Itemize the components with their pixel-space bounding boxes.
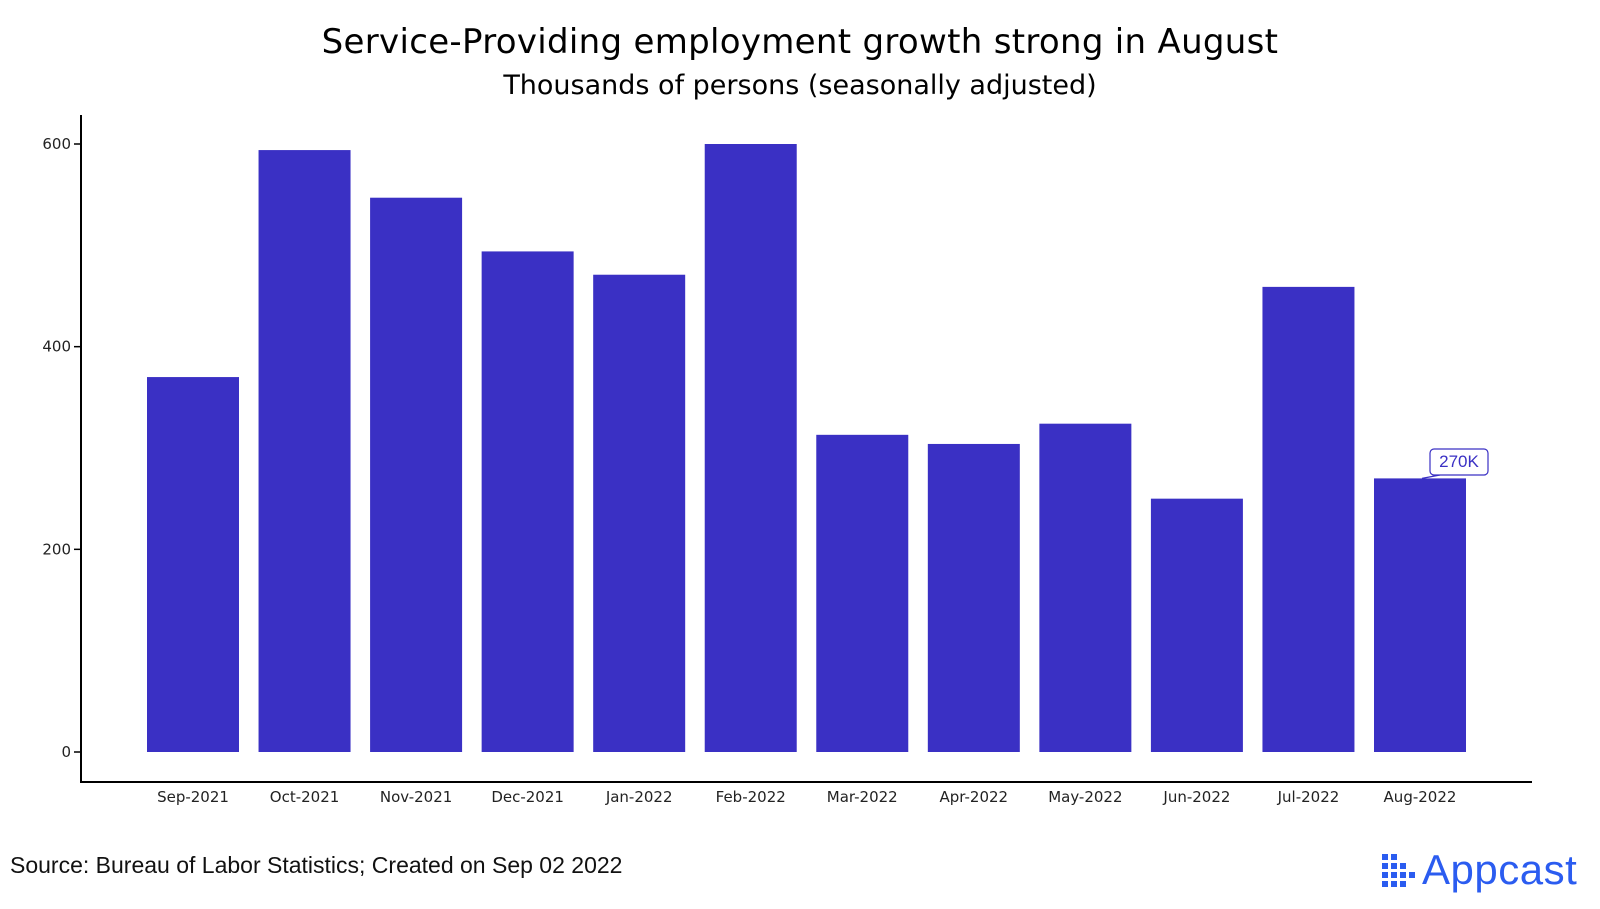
- x-tick-label: Sep-2021: [157, 788, 229, 806]
- source-note: Source: Bureau of Labor Statistics; Crea…: [10, 852, 623, 878]
- annotation-box: [1429, 448, 1489, 476]
- x-tick-label: Mar-2022: [827, 788, 898, 806]
- y-tick-label: 200: [42, 540, 71, 558]
- bar-sep-2021: [147, 377, 239, 752]
- y-tick-label: 400: [42, 338, 71, 356]
- x-tick-label: Nov-2021: [380, 788, 452, 806]
- bar-apr-2022: [927, 443, 1020, 752]
- x-tick-label: Jan-2022: [605, 788, 673, 806]
- x-tick-label: Jun-2022: [1162, 788, 1230, 806]
- bars-group: [147, 144, 1466, 752]
- bar-oct-2021: [258, 150, 351, 752]
- y-tick-label: 600: [42, 135, 71, 153]
- brand-name: Appcast: [1422, 846, 1578, 893]
- bar-jun-2022: [1150, 498, 1243, 752]
- appcast-dots-icon: [1382, 854, 1415, 887]
- x-axis-ticks: Sep-2021 Oct-2021 Nov-2021 Dec-2021 Jan-2022…: [157, 788, 1456, 806]
- x-tick-label: Jul-2022: [1277, 788, 1340, 806]
- chart-subtitle: Thousands of persons (seasonally adjuste…: [503, 70, 1097, 101]
- bar-jan-2022: [593, 274, 686, 752]
- x-tick-label: May-2022: [1048, 788, 1122, 806]
- bar-annotation: 270K: [1421, 448, 1489, 479]
- x-tick-label: Apr-2022: [940, 788, 1009, 806]
- y-tick-label: 0: [61, 743, 71, 761]
- y-axis-ticks: 0 200 400 600: [42, 135, 81, 761]
- x-tick-label: Feb-2022: [716, 788, 786, 806]
- bar-feb-2022: [704, 144, 797, 752]
- bar-nov-2021: [370, 197, 463, 752]
- x-tick-label: Oct-2021: [270, 788, 340, 806]
- chart-title: Service-Providing employment growth stro…: [321, 22, 1279, 62]
- appcast-logo: Appcast: [1380, 846, 1577, 894]
- bar-may-2022: [1039, 423, 1132, 752]
- x-tick-label: Aug-2022: [1384, 788, 1457, 806]
- bar-aug-2022: [1374, 478, 1466, 752]
- bar-dec-2021: [481, 251, 574, 752]
- x-tick-label: Dec-2021: [491, 788, 564, 806]
- annotation-label: 270K: [1439, 452, 1479, 471]
- bar-jul-2022: [1262, 286, 1355, 752]
- bar-mar-2022: [816, 434, 909, 752]
